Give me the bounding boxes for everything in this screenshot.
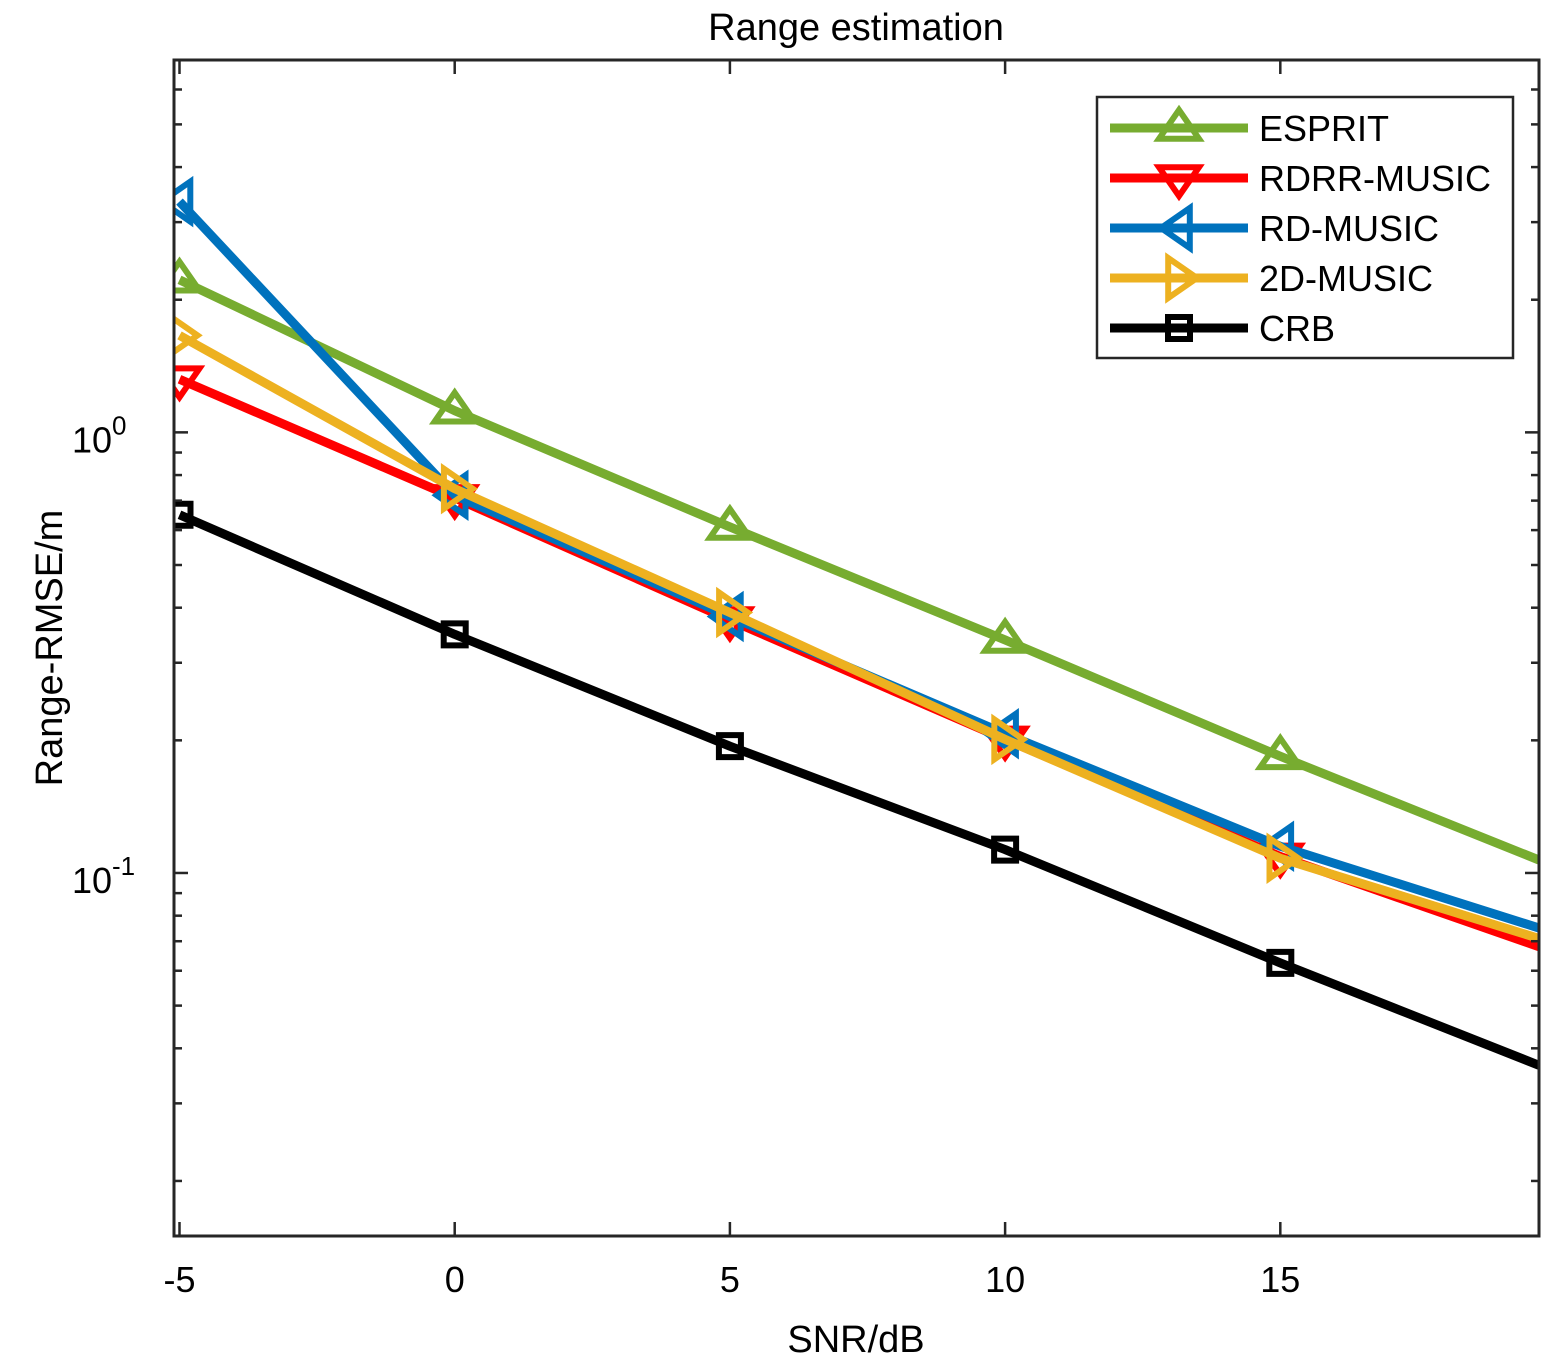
marker-crb-1 xyxy=(440,620,469,649)
legend-label-esprit: ESPRIT xyxy=(1259,108,1389,149)
legend-entry-rdrr-music: RDRR-MUSIC xyxy=(1110,158,1491,202)
legend: ESPRIT RDRR-MUSIC RD-MUSIC 2D-MUSIC CRB xyxy=(1095,95,1515,360)
legend-label-rdrr-music: RDRR-MUSIC xyxy=(1259,158,1491,199)
series-line-esprit xyxy=(177,275,1539,865)
series-layer xyxy=(174,175,1539,1070)
marker-esprit-1 xyxy=(428,387,481,425)
marker-rd-music-0 xyxy=(174,175,194,228)
marker-crb-2 xyxy=(715,732,744,761)
legend-label-2d-music: 2D-MUSIC xyxy=(1259,258,1433,299)
legend-marker-crb xyxy=(1165,314,1193,342)
marker-esprit-3 xyxy=(979,616,1031,654)
marker-esprit-2 xyxy=(704,503,756,541)
x-tick-label-2: 5 xyxy=(720,1259,740,1300)
axis-ticks xyxy=(174,58,1539,1236)
legend-entry-rd-music: RD-MUSIC xyxy=(1110,202,1439,254)
y-tick-label-0: 10 xyxy=(72,419,112,460)
marker-2d-music-1 xyxy=(440,462,478,515)
y-tick-exponent-1: -1 xyxy=(112,851,135,881)
x-tick-label-1: 0 xyxy=(445,1259,465,1300)
marker-rdrr-music-0 xyxy=(174,365,206,403)
y-tick-label-1: 10 xyxy=(72,860,112,901)
series-line-2d-music xyxy=(177,331,1539,943)
legend-marker-rd-music xyxy=(1155,202,1193,254)
marker-esprit-0 xyxy=(174,256,206,294)
legend-label-crb: CRB xyxy=(1259,308,1335,349)
marker-2d-music-0 xyxy=(174,315,203,356)
legend-marker-2d-music xyxy=(1165,252,1203,304)
series-line-crb xyxy=(177,510,1539,1070)
legend-label-rd-music: RD-MUSIC xyxy=(1259,208,1439,249)
y-axis-label: Range-RMSE/m xyxy=(29,510,71,787)
legend-marker-rdrr-music xyxy=(1153,164,1205,202)
legend-marker-esprit xyxy=(1153,104,1205,142)
marker-crb-4 xyxy=(1266,948,1295,977)
marker-esprit-4 xyxy=(1254,733,1307,771)
plot-frame xyxy=(172,58,1541,1238)
legend-entry-crb: CRB xyxy=(1110,308,1335,349)
legend-entry-2d-music: 2D-MUSIC xyxy=(1110,252,1433,304)
x-tick-label-3: 10 xyxy=(985,1259,1025,1300)
marker-crb-3 xyxy=(991,835,1020,864)
legend-entry-esprit: ESPRIT xyxy=(1110,104,1389,149)
y-tick-exponent-0: 0 xyxy=(112,410,126,440)
marker-crb-0 xyxy=(174,500,194,529)
x-tick-label-0: -5 xyxy=(163,1259,195,1300)
marker-2d-music-3 xyxy=(991,713,1029,766)
x-tick-labels: -5 0 5 10 15 xyxy=(163,1259,1300,1300)
chart-title: Range estimation xyxy=(708,7,1004,49)
x-tick-label-4: 15 xyxy=(1260,1259,1300,1300)
marker-2d-music-2 xyxy=(716,586,754,639)
x-axis-label: SNR/dB xyxy=(787,1319,924,1361)
marker-2d-music-4 xyxy=(1266,832,1304,884)
